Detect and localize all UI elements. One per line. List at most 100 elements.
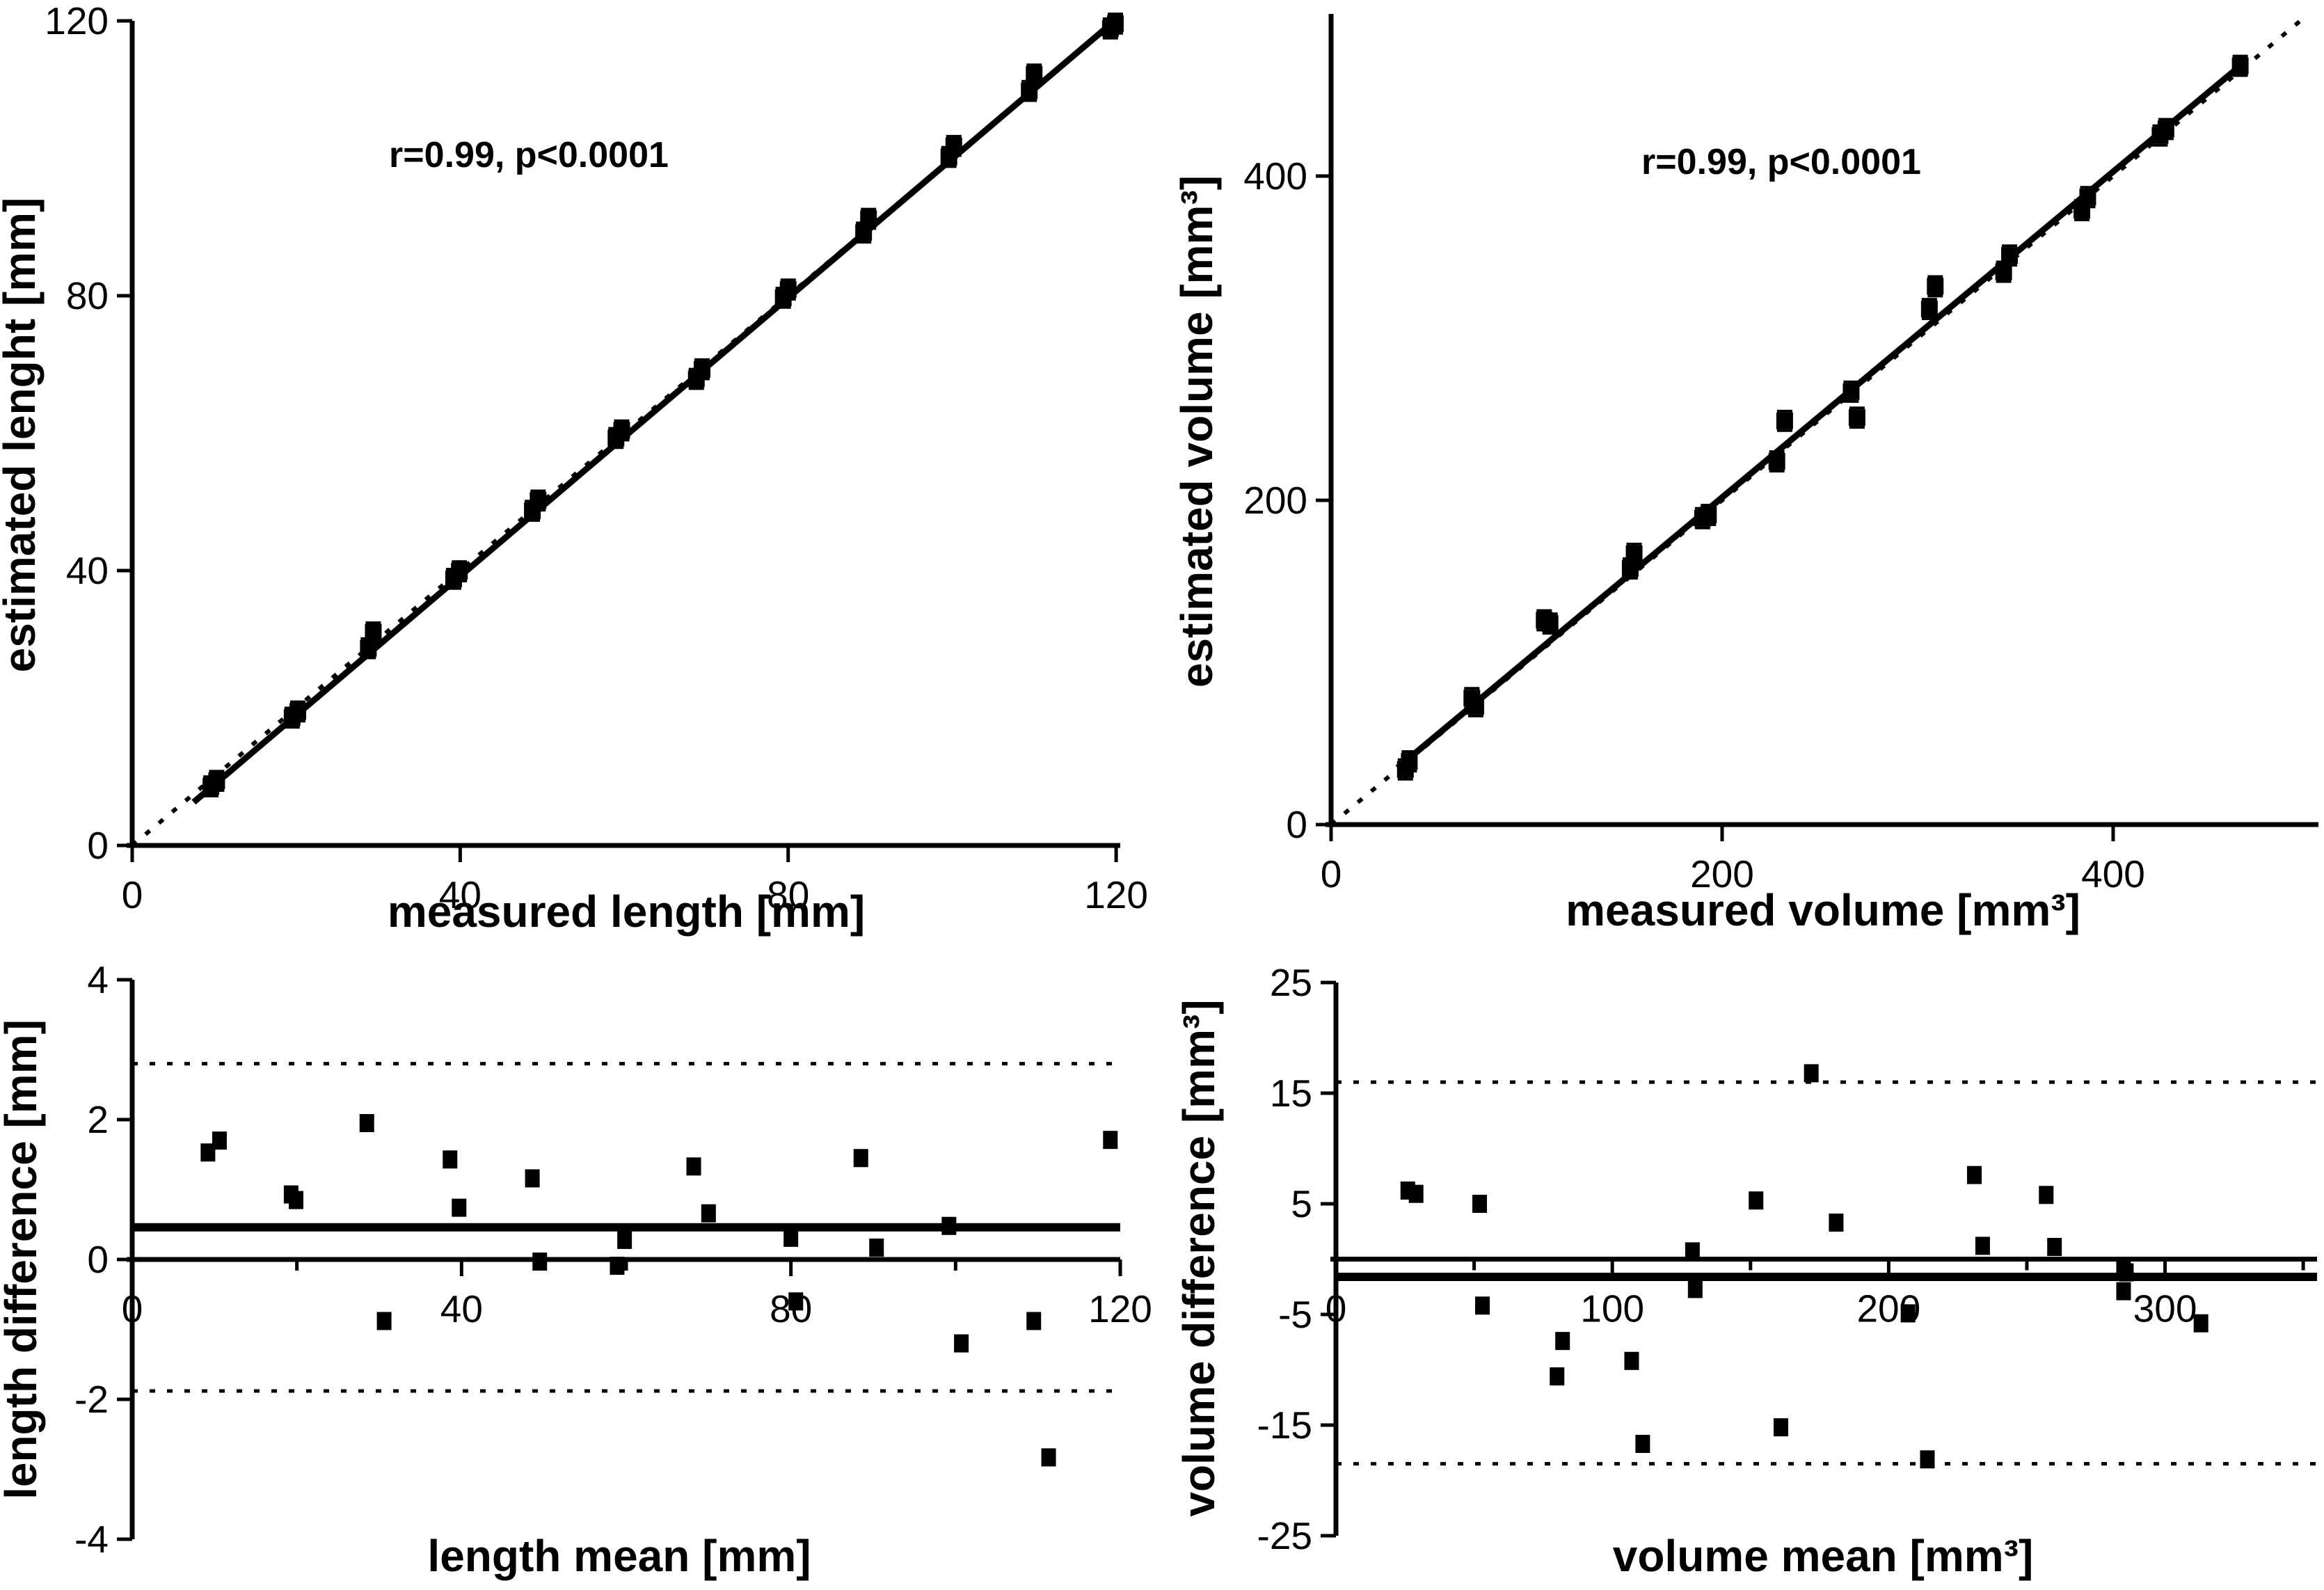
data-point bbox=[2079, 189, 2096, 206]
data-point bbox=[365, 623, 382, 641]
data-point bbox=[1635, 1435, 1650, 1454]
x-axis-title: measured volume [mm³] bbox=[1566, 885, 2080, 935]
data-point bbox=[1843, 383, 1860, 400]
data-point bbox=[1541, 615, 1559, 633]
data-point bbox=[945, 137, 962, 154]
x-tick-label: 200 bbox=[1690, 852, 1754, 896]
data-point bbox=[1041, 1448, 1056, 1467]
regression-line bbox=[1395, 60, 2247, 770]
data-point bbox=[1829, 1214, 1844, 1232]
data-point bbox=[1900, 1304, 1916, 1323]
data-point bbox=[860, 210, 877, 228]
data-point bbox=[1475, 1296, 1490, 1315]
data-point bbox=[1401, 753, 1418, 770]
data-point bbox=[1804, 1064, 1819, 1083]
data-point bbox=[853, 1149, 868, 1168]
x-axis-title: measured length [mm] bbox=[388, 887, 865, 937]
data-point bbox=[2047, 1238, 2062, 1257]
data-point bbox=[443, 1150, 458, 1169]
data-point bbox=[451, 562, 468, 580]
data-point bbox=[1106, 15, 1124, 32]
data-point bbox=[1687, 1280, 1703, 1298]
y-axis-title: estimated lenght [mm] bbox=[0, 198, 45, 673]
y-tick-label: 120 bbox=[45, 0, 109, 42]
data-point bbox=[2157, 120, 2174, 138]
y-tick-label: 5 bbox=[1291, 1182, 1312, 1225]
data-point bbox=[1026, 1312, 1042, 1330]
data-point bbox=[1920, 301, 1938, 318]
x-tick-label: 120 bbox=[1084, 873, 1148, 916]
correlation-annotation: r=0.99, p<0.0001 bbox=[389, 135, 669, 175]
panel-length-correlation: 0 40 80 120 0 40 80 120 r=0.99, p<0.0001 measur… bbox=[0, 0, 1148, 937]
data-point bbox=[376, 1312, 392, 1330]
x-tick-label: 80 bbox=[767, 873, 809, 916]
data-point bbox=[359, 1114, 374, 1133]
y-tick-label: 0 bbox=[87, 1238, 109, 1281]
data-point bbox=[1975, 1237, 1990, 1255]
y-tick-label: 0 bbox=[87, 824, 109, 867]
data-point bbox=[779, 281, 797, 299]
y-tick-label: 80 bbox=[66, 274, 109, 317]
y-tick-label: -5 bbox=[1278, 1293, 1312, 1336]
data-point bbox=[1920, 1450, 1935, 1469]
data-point bbox=[1408, 1184, 1424, 1203]
data-point bbox=[1700, 506, 1717, 523]
plot-area: 0 200 400 0 200 400 bbox=[1243, 14, 2318, 896]
x-tick-label: 400 bbox=[2081, 852, 2145, 896]
x-tick-label: 0 bbox=[1321, 852, 1342, 896]
regression-line bbox=[191, 14, 1122, 805]
x-axis-title: length mean [mm] bbox=[427, 1531, 811, 1581]
data-point bbox=[212, 1131, 227, 1150]
data-point bbox=[1749, 1191, 1764, 1210]
data-point bbox=[613, 422, 630, 439]
y-tick-label: 2 bbox=[87, 1098, 109, 1141]
data-point bbox=[2231, 57, 2249, 74]
data-point bbox=[1966, 1166, 1982, 1184]
data-point bbox=[1848, 409, 1865, 427]
y-tick-label: 200 bbox=[1243, 479, 1307, 522]
panel-volume-correlation: 0 200 400 0 200 400 r=0.99, p<0.0001 measured… bbox=[1172, 14, 2318, 935]
data-point bbox=[783, 1228, 799, 1247]
panel-length-bland-altman: 04080120420-2-4 length mean [mm] length … bbox=[0, 958, 1152, 1581]
data-point bbox=[701, 1204, 716, 1223]
plot-area: 0 40 80 120 0 40 80 120 bbox=[45, 0, 1148, 916]
y-tick-label: -25 bbox=[1257, 1514, 1313, 1557]
y-axis-title: length difference [mm] bbox=[0, 1019, 46, 1500]
x-tick-label: 0 bbox=[122, 1287, 143, 1330]
data-point bbox=[2119, 1263, 2134, 1282]
data-point bbox=[1624, 1351, 1639, 1370]
data-point bbox=[2116, 1282, 2131, 1301]
data-point bbox=[200, 1143, 216, 1162]
data-point bbox=[617, 1230, 632, 1249]
data-point bbox=[1773, 1418, 1788, 1437]
y-tick-label: 0 bbox=[1286, 803, 1307, 846]
data-point bbox=[788, 1292, 804, 1311]
data-point bbox=[686, 1157, 701, 1176]
correlation-annotation: r=0.99, p<0.0001 bbox=[1641, 142, 1921, 182]
data-point bbox=[1625, 545, 1643, 562]
y-tick-label: 40 bbox=[66, 549, 109, 592]
data-point bbox=[289, 703, 307, 720]
plot-area: 04080120420-2-4 bbox=[74, 958, 1152, 1561]
data-point bbox=[1555, 1332, 1570, 1351]
y-axis-title: volume difference [mm³] bbox=[1174, 999, 1224, 1516]
data-point bbox=[530, 492, 547, 509]
data-point bbox=[1927, 278, 1944, 295]
data-point bbox=[694, 360, 711, 378]
x-tick-label: 100 bbox=[1580, 1287, 1644, 1330]
data-point bbox=[525, 1169, 540, 1188]
data-point bbox=[452, 1198, 467, 1217]
y-tick-label: -2 bbox=[74, 1378, 109, 1421]
data-point bbox=[610, 1257, 625, 1275]
data-point bbox=[1685, 1242, 1700, 1261]
data-point bbox=[1467, 697, 1484, 715]
data-point bbox=[869, 1238, 884, 1257]
x-tick-label: 40 bbox=[440, 1287, 483, 1330]
data-point bbox=[2001, 247, 2019, 264]
y-tick-label: -4 bbox=[74, 1518, 109, 1561]
data-point bbox=[954, 1334, 969, 1353]
data-point bbox=[1103, 1131, 1118, 1150]
